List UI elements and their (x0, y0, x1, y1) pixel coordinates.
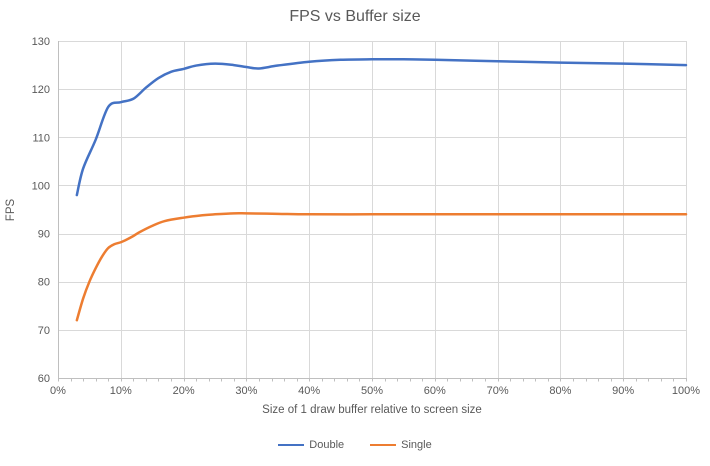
x-tick-label: 50% (361, 385, 383, 397)
legend-label-single: Single (401, 439, 432, 451)
single-series-swatch (370, 443, 397, 447)
x-tick-label: 100% (672, 385, 700, 397)
y-axis-title: FPS (5, 198, 17, 221)
y-tick-label: 110 (32, 132, 50, 144)
chart-title: FPS vs Buffer size (289, 8, 420, 25)
grid-layer (58, 41, 687, 382)
legend-item-double[interactable]: Double (278, 439, 344, 451)
y-tick-label: 70 (38, 325, 50, 337)
series-line-double[interactable] (75, 57, 688, 197)
y-tick-label: 80 (38, 277, 50, 289)
y-tick-label: 60 (38, 373, 50, 385)
y-tick-label: 90 (38, 229, 50, 241)
x-tick-label: 20% (173, 385, 195, 397)
legend: Double Single (0, 439, 710, 451)
y-tick-label: 100 (32, 180, 50, 192)
y-tick-label: 130 (32, 36, 50, 48)
legend-label-double: Double (309, 439, 345, 451)
x-tick-label: 90% (612, 385, 634, 397)
x-axis-title: Size of 1 draw buffer relative to screen… (262, 404, 482, 416)
series-layer (75, 57, 688, 322)
x-tick-label: 70% (487, 385, 509, 397)
series-line-single[interactable] (75, 212, 688, 322)
x-tick-label: 80% (549, 385, 571, 397)
x-tick-label: 40% (298, 385, 320, 397)
double-series-swatch (278, 443, 305, 447)
label-layer: 60 70 80 90 100 110 120 130 0% 10% 20% 30% 40% 50% 60%… (32, 36, 701, 397)
x-tick-label: 0% (50, 385, 66, 397)
y-tick-label: 120 (32, 84, 50, 96)
x-tick-label: 60% (424, 385, 446, 397)
legend-item-single[interactable]: Single (370, 439, 432, 451)
x-tick-label: 30% (235, 385, 257, 397)
x-tick-label: 10% (110, 385, 132, 397)
